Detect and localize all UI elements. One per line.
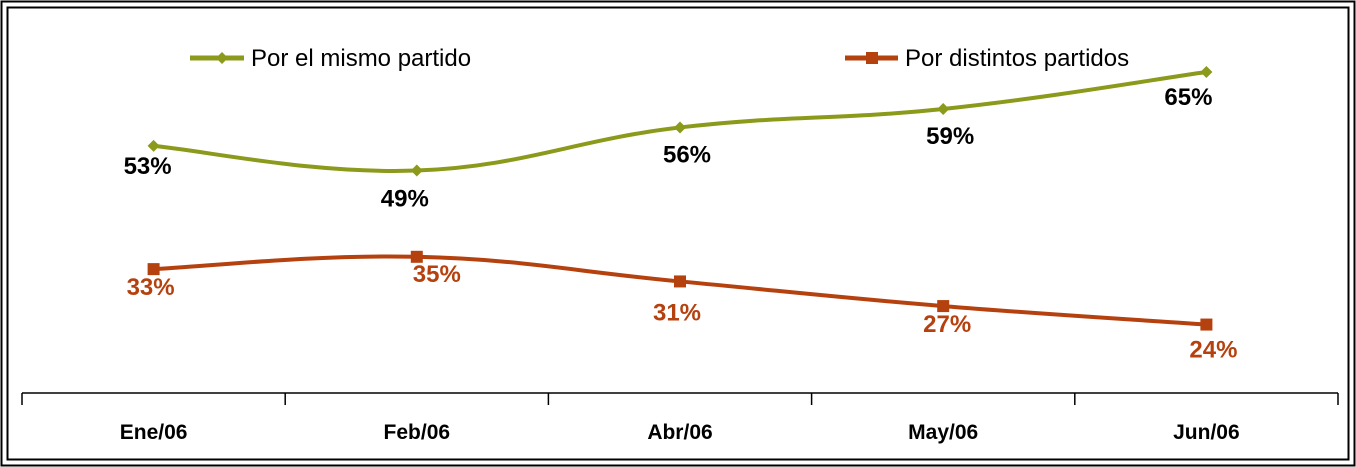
- x-tick-label: Ene/06: [120, 421, 188, 444]
- x-tick-label: May/06: [908, 421, 978, 444]
- data-point: [937, 300, 950, 313]
- data-point: [1200, 66, 1213, 78]
- data-point: [410, 164, 423, 177]
- data-label: 53%: [124, 153, 172, 180]
- x-tick-label: Abr/06: [647, 421, 712, 444]
- data-label: 56%: [663, 141, 711, 168]
- data-point: [937, 102, 950, 115]
- data-label: 27%: [923, 311, 971, 338]
- data-point: [147, 263, 160, 276]
- x-axis-ticks: [21, 393, 1339, 405]
- series-1: 53% 49% 56% 59% 65%: [124, 66, 1213, 213]
- legend-marker-series-2: [866, 52, 878, 64]
- data-label: 35%: [413, 261, 461, 288]
- data-label: 31%: [653, 299, 701, 326]
- data-point: [674, 275, 686, 288]
- chart-border-inner: [6, 6, 1350, 461]
- x-tick-label: Jun/06: [1173, 421, 1240, 444]
- legend-marker-series-1: [216, 52, 228, 64]
- data-point: [674, 121, 686, 134]
- data-point: [410, 250, 423, 263]
- series-layer: 53% 49% 56% 59% 65% 33% 35% 31% 27% 24%: [124, 66, 1237, 364]
- x-axis-tick-labels: Ene/06 Feb/06 Abr/06 May/06 Jun/06: [120, 421, 1240, 444]
- data-label: 49%: [381, 186, 429, 213]
- x-axis: Ene/06 Feb/06 Abr/06 May/06 Jun/06: [21, 392, 1339, 444]
- legend-label-series-2: Por distintos partidos: [905, 45, 1129, 72]
- data-label: 33%: [127, 274, 175, 301]
- x-tick-label: Feb/06: [384, 421, 451, 444]
- legend-item-series-1: Por el mismo partido: [190, 45, 471, 72]
- data-label: 65%: [1164, 84, 1212, 111]
- data-point: [1200, 318, 1213, 331]
- data-label: 59%: [926, 123, 974, 150]
- series-2: 33% 35% 31% 27% 24%: [127, 250, 1237, 364]
- legend-item-series-2: Por distintos partidos: [845, 45, 1129, 72]
- data-point: [147, 139, 160, 152]
- legend: Por el mismo partido Por distintos parti…: [190, 45, 1129, 72]
- data-label: 24%: [1189, 337, 1237, 364]
- legend-label-series-1: Por el mismo partido: [251, 45, 471, 72]
